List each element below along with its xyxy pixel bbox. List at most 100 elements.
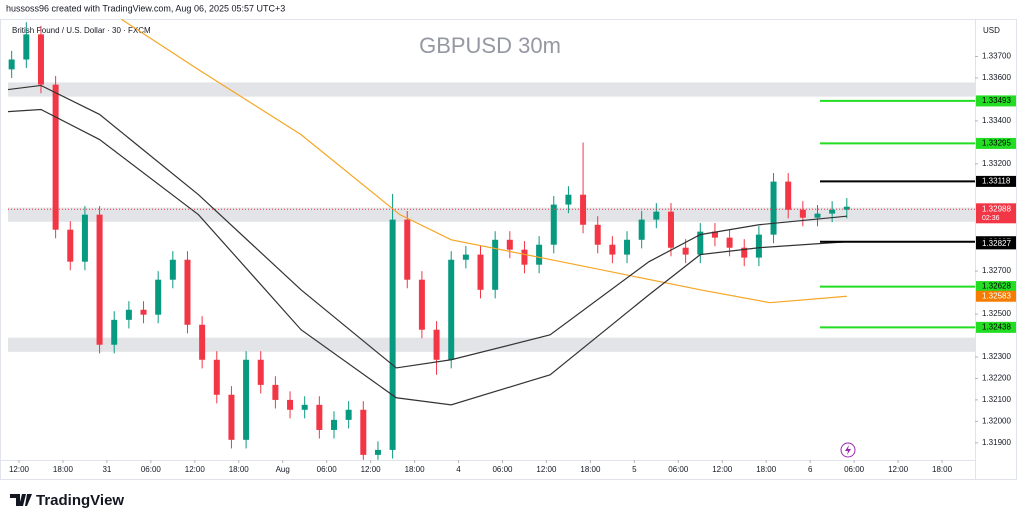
candle-body	[67, 229, 74, 262]
candle-body	[682, 247, 689, 255]
level-badge	[976, 137, 1016, 149]
candle-body	[213, 359, 220, 395]
candle-body	[433, 329, 440, 360]
x-tick-label: 18:00	[932, 465, 953, 474]
brand-name: TradingView	[36, 492, 124, 509]
y-tick-label: 1.33700	[982, 52, 1011, 61]
candle-body	[316, 404, 323, 430]
y-tick-label: 1.32500	[982, 309, 1011, 318]
candle-body	[96, 214, 103, 345]
candle-body	[799, 209, 806, 218]
candle-body	[521, 249, 528, 265]
symbol: British Pound / U.S. Dollar · 30 · FXCM	[12, 26, 151, 35]
y-tick-label: 1.31900	[982, 438, 1011, 447]
candle-body	[726, 237, 733, 248]
plot	[7, 18, 975, 460]
zone	[8, 207, 975, 222]
candle-body	[374, 449, 381, 455]
zone	[8, 337, 975, 352]
candle-body	[711, 231, 718, 238]
background-layer	[8, 82, 975, 352]
candle-body	[697, 231, 704, 255]
candle-body	[8, 59, 15, 70]
x-tick-label: 18:00	[756, 465, 777, 474]
watermark: GBPUSD 30m	[419, 33, 561, 58]
last-price-badge	[976, 203, 1016, 224]
candle-body	[389, 219, 396, 450]
alert-icon[interactable]	[840, 442, 856, 458]
candle-body	[550, 204, 557, 245]
candle-body	[345, 409, 352, 420]
overlay-layer: 1.334931.332951.331181.329561.328371.328…	[976, 95, 1016, 333]
x-tick-label: 12:00	[185, 465, 206, 474]
x-tick-label: 6	[808, 465, 813, 474]
level-label: 1.32628	[982, 282, 1011, 291]
x-tick-label: 18:00	[405, 465, 426, 474]
level-label: 1.33118	[982, 177, 1011, 186]
candle-body	[111, 319, 118, 345]
brand-logo	[10, 494, 32, 506]
candle-body	[492, 239, 499, 290]
y-tick-label: 1.32000	[982, 416, 1011, 425]
candle-body	[404, 219, 411, 280]
candle-body	[52, 84, 59, 230]
candle-body	[843, 206, 850, 210]
x-tick-label: 12:00	[536, 465, 557, 474]
candle-body	[653, 211, 660, 220]
x-tick-label: 06:00	[668, 465, 689, 474]
y-tick-label: 1.33200	[982, 159, 1011, 168]
x-tick-label: 5	[632, 465, 637, 474]
level-badge	[976, 238, 1016, 250]
y-tick-label: 1.32100	[982, 395, 1011, 404]
brand: TradingView	[10, 492, 124, 509]
candle-body	[155, 279, 162, 315]
moving-average	[121, 18, 847, 304]
candle-body	[506, 239, 513, 250]
level-label: 1.33493	[982, 96, 1011, 105]
level-badge	[976, 281, 1016, 293]
zone	[8, 82, 975, 97]
level-badge	[976, 175, 1016, 187]
currency: USD	[983, 26, 1000, 35]
candle-body	[638, 219, 645, 240]
moving-average	[7, 108, 847, 406]
candle-body	[565, 194, 572, 205]
candle-body	[287, 399, 294, 410]
candle-body	[667, 211, 674, 248]
x-tick-label: 12:00	[888, 465, 909, 474]
credit: hussoss96 created with TradingView.com, …	[6, 3, 285, 13]
x-tick-label: 06:00	[844, 465, 865, 474]
candle-body	[184, 259, 191, 325]
candle-body	[199, 324, 206, 360]
candle-body	[125, 309, 132, 320]
candle-body	[741, 247, 748, 258]
candle-body	[580, 194, 587, 225]
candle-body	[301, 404, 308, 410]
y-tick-label: 1.32700	[982, 266, 1011, 275]
candle-body	[814, 213, 821, 218]
candle-body	[81, 214, 88, 262]
candle-body	[755, 234, 762, 258]
x-tick-label: 06:00	[492, 465, 513, 474]
candle-body	[594, 224, 601, 245]
level-label: 1.32438	[982, 322, 1011, 331]
candle-body	[257, 359, 264, 385]
candle-body	[360, 409, 367, 455]
x-tick-label: 12:00	[9, 465, 30, 474]
level-badge	[976, 95, 1016, 107]
candle-body	[462, 254, 469, 260]
candle-body	[785, 181, 792, 210]
candle-body	[477, 254, 484, 290]
x-tick-label: Aug	[276, 465, 290, 474]
y-tick-label: 1.33400	[982, 116, 1011, 125]
level-label: 1.32827	[982, 239, 1011, 248]
x-tick-label: 18:00	[229, 465, 250, 474]
candle-body	[448, 259, 455, 360]
candle-body	[272, 384, 279, 400]
y-tick-label: 1.33600	[982, 73, 1011, 82]
candle-body	[609, 244, 616, 255]
x-tick-label: 06:00	[317, 465, 338, 474]
candle-body	[536, 244, 543, 265]
x-tick-label: 4	[456, 465, 461, 474]
